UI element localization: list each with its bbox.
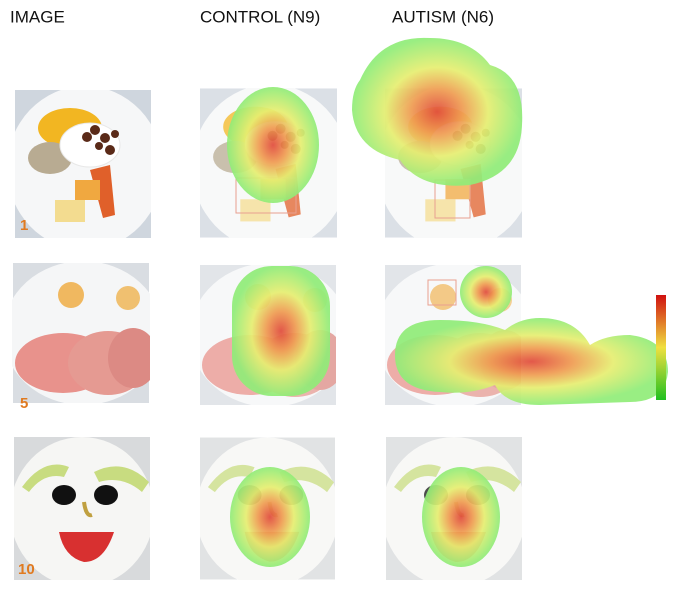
heatmap — [395, 318, 668, 405]
heatmap — [232, 266, 330, 396]
color-scale — [656, 295, 666, 400]
heatmap — [460, 266, 512, 318]
row-label: 10 — [18, 561, 35, 578]
food-image — [12, 263, 150, 403]
aoi-box — [427, 279, 457, 306]
column-header: IMAGE — [10, 7, 65, 26]
heatmap — [352, 37, 523, 186]
row-label: 1 — [20, 217, 28, 234]
column-header: CONTROL (N9) — [200, 7, 320, 26]
heatmap — [422, 467, 500, 567]
food-image — [15, 90, 151, 238]
heatmap — [227, 87, 319, 203]
column-header: AUTISM (N6) — [392, 7, 494, 26]
heatmap — [230, 467, 310, 567]
row-label: 5 — [20, 395, 28, 412]
